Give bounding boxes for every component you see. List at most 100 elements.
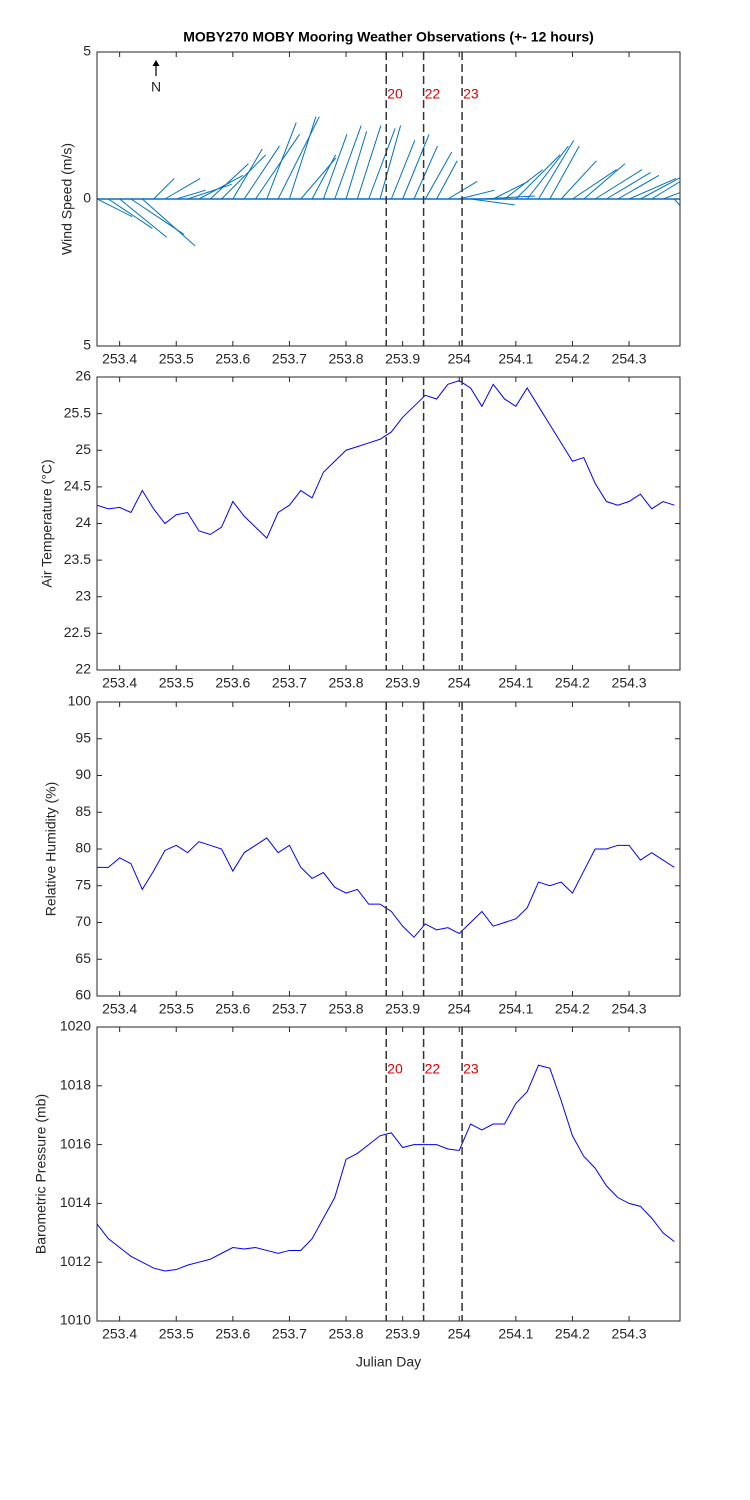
x-tick-label: 253.6: [215, 1326, 250, 1342]
x-tick-label: 254: [448, 675, 472, 691]
reference-label: 20: [387, 1061, 403, 1077]
wind-stick: [662, 192, 680, 200]
x-tick-label: 254.2: [555, 1326, 590, 1342]
x-tick-label: 253.6: [215, 675, 250, 691]
y-tick-label: 0: [83, 190, 91, 206]
wind-stick: [198, 175, 244, 200]
chart-title: MOBY270 MOBY Mooring Weather Observation…: [183, 29, 594, 45]
wind-stick: [232, 148, 263, 200]
x-tick-label: 254.3: [612, 351, 647, 367]
y-tick-label: 1010: [60, 1312, 91, 1328]
wind-stick: [119, 198, 167, 238]
wind-stick: [560, 160, 597, 200]
x-tick-label: 254.1: [498, 1001, 533, 1017]
y-tick-label: 85: [75, 803, 91, 819]
x-tick-label: 254.3: [612, 675, 647, 691]
reference-label: 23: [463, 86, 479, 102]
y-tick-label: 23: [75, 587, 91, 603]
x-tick-label: 254.2: [555, 351, 590, 367]
reference-label: 22: [425, 1061, 441, 1077]
wind-stick: [164, 177, 201, 200]
wind-stick: [492, 180, 529, 200]
north-arrowhead: [152, 60, 160, 66]
y-axis-label: Wind Speed (m/s): [59, 143, 75, 255]
wind-stick: [526, 145, 569, 200]
wind-stick: [606, 172, 651, 200]
x-tick-label: 253.5: [159, 1001, 194, 1017]
y-tick-label: 22: [75, 661, 91, 677]
wind-stick: [515, 154, 561, 200]
y-tick-label: 90: [75, 766, 91, 782]
wind-stick: [572, 169, 617, 200]
plot-area: [97, 1064, 675, 1272]
x-tick-label: 254.1: [498, 675, 533, 691]
wind-stick: [424, 151, 453, 200]
wind-stick: [209, 163, 249, 200]
wind-stick: [549, 145, 580, 200]
x-tick-label: 254: [448, 1001, 472, 1017]
reference-label: 23: [463, 1061, 479, 1077]
plot-area: [97, 380, 675, 540]
y-tick-label: 1016: [60, 1135, 91, 1151]
y-tick-label: 5: [83, 337, 91, 353]
x-tick-label: 253.4: [102, 675, 137, 691]
wind-stick: [470, 198, 515, 206]
wind-stick: [594, 169, 643, 200]
wind-stick: [97, 198, 133, 218]
x-tick-label: 253.7: [272, 1001, 307, 1017]
x-tick-label: 253.6: [215, 1001, 250, 1017]
x-tick-label: 253.7: [272, 675, 307, 691]
x-tick-label: 254.3: [612, 1326, 647, 1342]
y-tick-label: 65: [75, 950, 91, 966]
x-tick-label: 254.2: [555, 1001, 590, 1017]
y-axis-label: Barometric Pressure (mb): [33, 1094, 49, 1254]
x-tick-label: 253.4: [102, 1001, 137, 1017]
wind-stick: [583, 163, 626, 200]
x-tick-label: 253.7: [272, 1326, 307, 1342]
wind-stick: [617, 175, 660, 200]
x-tick-label: 253.4: [102, 1326, 137, 1342]
wind-stick: [176, 189, 206, 200]
x-tick-label: 253.9: [385, 675, 420, 691]
wind-stick: [322, 134, 348, 200]
y-tick-label: 75: [75, 876, 91, 892]
y-tick-label: 60: [75, 987, 91, 1003]
y-tick-label: 1014: [60, 1194, 91, 1210]
y-tick-label: 100: [68, 693, 92, 709]
wind-stick: [345, 131, 368, 200]
wind-stick: [673, 198, 680, 207]
y-tick-label: 24.5: [64, 478, 91, 494]
x-tick-label: 254: [448, 1326, 472, 1342]
x-tick-label: 253.8: [329, 675, 364, 691]
wind-stick: [379, 125, 402, 200]
x-axis-label: Julian Day: [356, 1354, 421, 1370]
reference-label: 20: [387, 86, 403, 102]
wind-stick: [413, 145, 438, 200]
axes-box: [96, 701, 681, 997]
x-tick-label: 254.1: [498, 1326, 533, 1342]
x-tick-label: 253.9: [385, 1326, 420, 1342]
x-tick-label: 253.9: [385, 1001, 420, 1017]
x-tick-label: 254.1: [498, 351, 533, 367]
x-tick-label: 253.5: [159, 1326, 194, 1342]
y-tick-label: 1020: [60, 1018, 91, 1034]
wind-stick: [651, 180, 680, 200]
x-tick-label: 254.3: [612, 1001, 647, 1017]
data-line: [97, 1064, 675, 1272]
wind-stick: [141, 198, 196, 247]
axes-box: [96, 51, 681, 347]
wind-stick: [368, 128, 396, 200]
wind-stick: [108, 198, 153, 229]
wind-stick: [266, 122, 297, 200]
wind-stick: [255, 134, 300, 200]
plot-area: [97, 116, 680, 247]
wind-stick: [288, 116, 317, 200]
y-tick-label: 24: [75, 514, 91, 530]
x-tick-label: 253.8: [329, 1326, 364, 1342]
wind-stick: [390, 140, 416, 200]
y-tick-label: 1018: [60, 1077, 91, 1093]
x-tick-label: 253.5: [159, 351, 194, 367]
x-tick-label: 253.8: [329, 351, 364, 367]
